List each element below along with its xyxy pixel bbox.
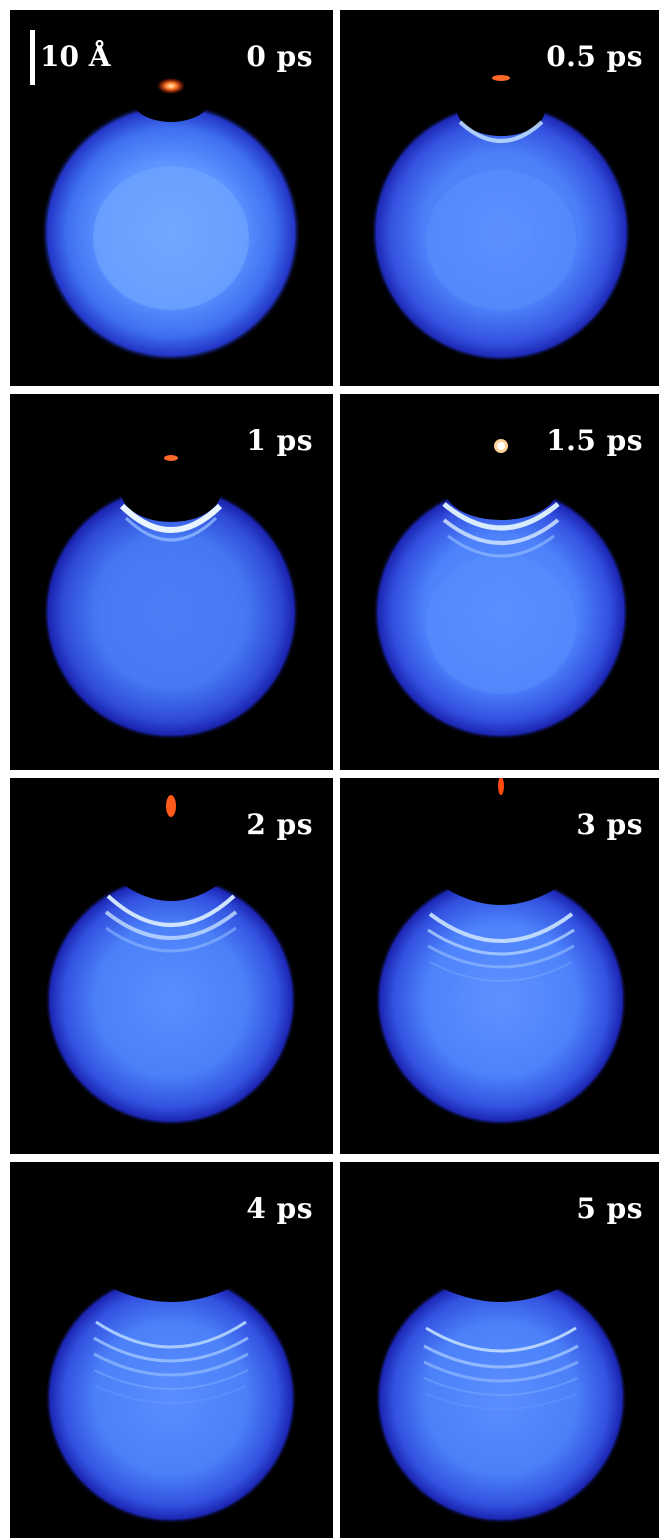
impact-dent (436, 838, 566, 905)
snapshot-panel: 5 ps (340, 1162, 659, 1538)
shock-front (423, 1360, 579, 1383)
droplet-render (45, 1242, 297, 1524)
shock-front (105, 926, 237, 953)
time-label: 3 ps (576, 808, 643, 841)
droplet-render (41, 74, 301, 362)
droplet-inner-core (99, 554, 243, 690)
droplet-render (371, 75, 631, 362)
time-label: 0.5 ps (546, 40, 643, 73)
time-label: 4 ps (246, 1192, 313, 1225)
droplet (373, 484, 629, 740)
droplet (371, 102, 631, 362)
projectile (157, 78, 185, 94)
projectile (164, 455, 178, 461)
snapshot-panel: 2 ps (10, 778, 333, 1154)
shock-front (95, 1320, 247, 1349)
impact-dent (100, 1242, 242, 1302)
shock-front (106, 894, 236, 927)
droplet-render (373, 439, 629, 740)
time-label: 0 ps (246, 40, 313, 73)
droplet (375, 874, 627, 1126)
projectile (492, 75, 510, 81)
impact-dent (457, 84, 545, 136)
shock-front (93, 1369, 249, 1390)
impact-dent (131, 74, 211, 122)
shock-front (95, 1385, 247, 1404)
impact-dent (430, 1242, 572, 1302)
shock-front (429, 961, 573, 982)
time-label: 1.5 ps (546, 424, 643, 457)
shock-front (427, 944, 575, 969)
time-label: 1 ps (246, 424, 313, 457)
droplet (375, 1272, 627, 1524)
snapshot-panel: 10 Å 0 ps (10, 10, 333, 386)
droplet-render (375, 1242, 627, 1524)
time-label: 5 ps (576, 1192, 643, 1225)
scale-bar (30, 30, 35, 85)
simulation-snapshot-grid: 10 Å 0 ps 0.5 ps (10, 10, 659, 1538)
shock-front (423, 1377, 579, 1396)
time-label: 2 ps (246, 808, 313, 841)
projectile (498, 778, 504, 795)
droplet-render (375, 778, 627, 1126)
shock-front (428, 912, 574, 943)
impact-dent (121, 462, 221, 522)
shock-front (425, 1393, 577, 1410)
shock-front (442, 518, 560, 545)
droplet-inner-core (426, 554, 576, 694)
shock-front (458, 120, 544, 143)
snapshot-panel: 3 ps (340, 778, 659, 1154)
shock-front (124, 516, 218, 542)
snapshot-panel: 1 ps (10, 394, 333, 770)
projectile (166, 795, 176, 817)
droplet-render (45, 795, 297, 1126)
shock-front (93, 1336, 249, 1363)
snapshot-panel: 0.5 ps (340, 10, 659, 386)
droplet (45, 874, 297, 1126)
shock-front (427, 928, 575, 956)
droplet-inner-core (93, 166, 249, 310)
droplet-inner-core (426, 170, 576, 310)
snapshot-panel: 4 ps (10, 1162, 333, 1538)
droplet-render (43, 455, 299, 740)
snapshot-panel: 1.5 ps (340, 394, 659, 770)
impact-dent (110, 838, 232, 901)
shock-front (447, 534, 555, 558)
scale-bar-label: 10 Å (40, 40, 111, 73)
shock-front (425, 1326, 577, 1353)
shock-front (104, 910, 238, 940)
shock-front (423, 1344, 579, 1369)
droplet (45, 1272, 297, 1524)
shock-front (93, 1352, 249, 1377)
shock-front (119, 503, 223, 533)
impact-dent (445, 460, 557, 520)
shock-front (442, 502, 560, 531)
